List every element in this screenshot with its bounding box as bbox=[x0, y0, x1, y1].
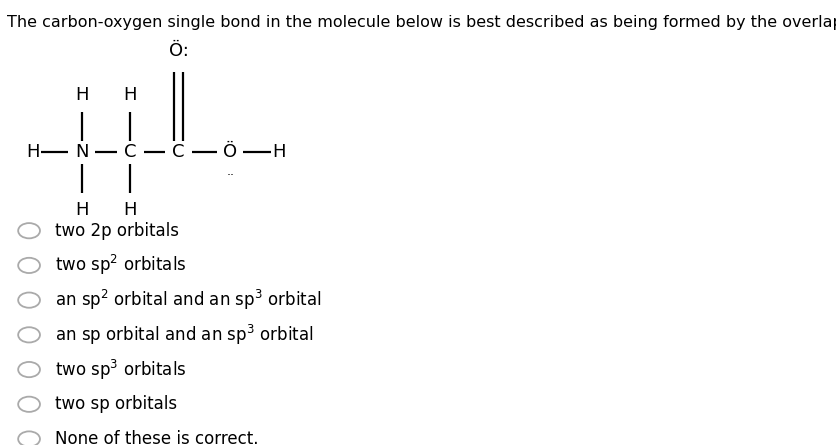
Text: an sp orbital and an sp$^3$ orbital: an sp orbital and an sp$^3$ orbital bbox=[54, 323, 313, 347]
Text: ··: ·· bbox=[226, 169, 234, 182]
Text: H: H bbox=[75, 201, 89, 218]
Text: two sp$^3$ orbitals: two sp$^3$ orbitals bbox=[54, 357, 186, 382]
Text: The carbon-oxygen single bond in the molecule below is best described as being f: The carbon-oxygen single bond in the mol… bbox=[8, 15, 836, 30]
Text: H: H bbox=[124, 201, 137, 218]
Text: two 2p orbitals: two 2p orbitals bbox=[54, 222, 179, 240]
Text: H: H bbox=[27, 143, 40, 162]
Text: H: H bbox=[272, 143, 285, 162]
Text: H: H bbox=[75, 86, 89, 104]
Text: N: N bbox=[75, 143, 89, 162]
Text: None of these is correct.: None of these is correct. bbox=[54, 430, 258, 445]
Text: Ö: Ö bbox=[223, 143, 237, 162]
Text: an sp$^2$ orbital and an sp$^3$ orbital: an sp$^2$ orbital and an sp$^3$ orbital bbox=[54, 288, 321, 312]
Text: two sp$^2$ orbitals: two sp$^2$ orbitals bbox=[54, 253, 186, 278]
Text: C: C bbox=[124, 143, 136, 162]
Text: two sp orbitals: two sp orbitals bbox=[54, 395, 176, 413]
Text: H: H bbox=[124, 86, 137, 104]
Text: C: C bbox=[172, 143, 185, 162]
Text: Ö:: Ö: bbox=[169, 42, 189, 60]
